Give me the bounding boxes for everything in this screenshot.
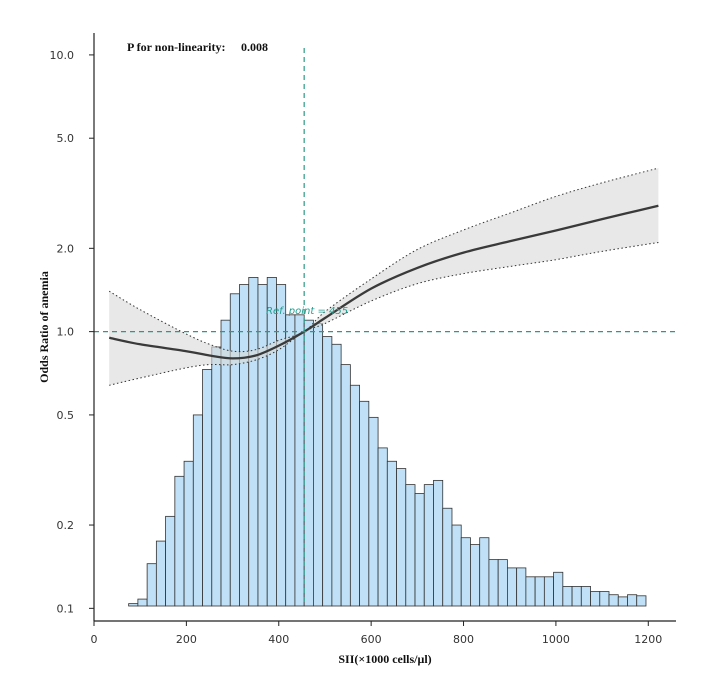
histogram-bar xyxy=(497,559,508,607)
histogram-bar xyxy=(303,319,314,607)
histogram-bar xyxy=(433,479,444,607)
confidence-band xyxy=(109,168,659,386)
histogram-bar xyxy=(165,515,176,607)
histogram-bar xyxy=(266,277,277,607)
histogram-bar xyxy=(580,586,591,607)
histogram-bar xyxy=(571,586,582,607)
histogram-bar xyxy=(562,586,573,607)
histogram-bar xyxy=(331,343,342,607)
histogram-bar xyxy=(636,595,647,607)
histogram-bar xyxy=(359,400,370,607)
histogram-bar xyxy=(534,576,545,607)
x-tick-label: 0 xyxy=(91,633,98,646)
histogram-bar xyxy=(192,414,203,607)
histogram-bar xyxy=(470,544,481,607)
histogram-bar xyxy=(451,524,462,607)
x-tick-label: 600 xyxy=(361,633,382,646)
histogram-bar xyxy=(248,277,259,607)
histogram-bar xyxy=(405,484,416,607)
histogram-bar xyxy=(368,416,379,607)
histogram-bar xyxy=(617,596,628,607)
x-tick-label: 400 xyxy=(268,633,289,646)
histogram-bar xyxy=(322,336,333,607)
y-tick-label: 1.0 xyxy=(57,326,75,339)
histogram-bar xyxy=(128,603,139,607)
odds-ratio-curve xyxy=(108,204,659,360)
histogram-bar xyxy=(137,598,148,607)
histogram-bar xyxy=(294,314,305,607)
histogram-bar xyxy=(507,567,518,607)
y-axis-title: Odds Ratio of anemia xyxy=(37,271,51,383)
histogram-bar xyxy=(155,540,166,607)
confidence-lower-line xyxy=(109,242,659,386)
histogram-bar xyxy=(313,323,324,607)
histogram-bar xyxy=(239,284,250,607)
histogram-bar xyxy=(211,346,222,607)
histogram-bar xyxy=(627,594,638,607)
histogram-bar xyxy=(276,284,287,607)
histogram-bar xyxy=(174,475,185,607)
axes: 0.1 0.2 0.5 1.0 2.0 5.0 10.0 0 200 400 600 800 1000 1… xyxy=(50,33,676,646)
histogram-bar xyxy=(183,460,194,607)
y-tick-label: 2.0 xyxy=(57,242,75,255)
histogram-bar xyxy=(423,484,434,607)
histogram-bar xyxy=(460,537,471,607)
histogram-bar xyxy=(442,507,453,607)
histogram-bar xyxy=(488,559,499,607)
histogram-bar xyxy=(479,537,490,607)
reference-point-label: Ref. point = 455 xyxy=(266,306,348,317)
histogram-bar xyxy=(608,594,619,607)
x-tick-label: 200 xyxy=(176,633,197,646)
histogram-bar xyxy=(386,460,397,607)
histogram-bar xyxy=(516,567,527,607)
histogram-bar xyxy=(377,447,388,607)
histogram-bar xyxy=(340,364,351,607)
histogram-bar xyxy=(285,314,296,607)
y-tick-label: 0.1 xyxy=(57,602,75,615)
histogram-bar xyxy=(599,591,610,607)
histogram-bar xyxy=(543,576,554,607)
nonlinearity-p-value: 0.008 xyxy=(241,40,268,54)
histogram-bar xyxy=(525,576,536,607)
histogram-bar xyxy=(202,369,213,607)
histogram-bar xyxy=(553,571,564,607)
histogram-bar xyxy=(414,493,425,607)
x-tick-label: 1000 xyxy=(542,633,570,646)
histogram-bar xyxy=(396,468,407,607)
x-tick-label: 1200 xyxy=(634,633,662,646)
y-tick-label: 5.0 xyxy=(57,132,75,145)
histogram-bars xyxy=(128,277,647,607)
y-tick-label: 0.2 xyxy=(57,519,75,532)
histogram-bar xyxy=(349,384,360,607)
histogram-bar xyxy=(229,293,240,607)
y-tick-label: 0.5 xyxy=(57,409,75,422)
nonlinearity-label: P for non-linearity: xyxy=(127,40,225,54)
histogram-bar xyxy=(257,284,268,607)
histogram-bar xyxy=(590,591,601,607)
y-tick-label: 10.0 xyxy=(50,49,75,62)
x-tick-label: 800 xyxy=(453,633,474,646)
confidence-upper-line xyxy=(108,167,659,353)
histogram-bar xyxy=(146,563,157,607)
x-axis-title: SII(×1000 cells/μl) xyxy=(338,652,431,666)
